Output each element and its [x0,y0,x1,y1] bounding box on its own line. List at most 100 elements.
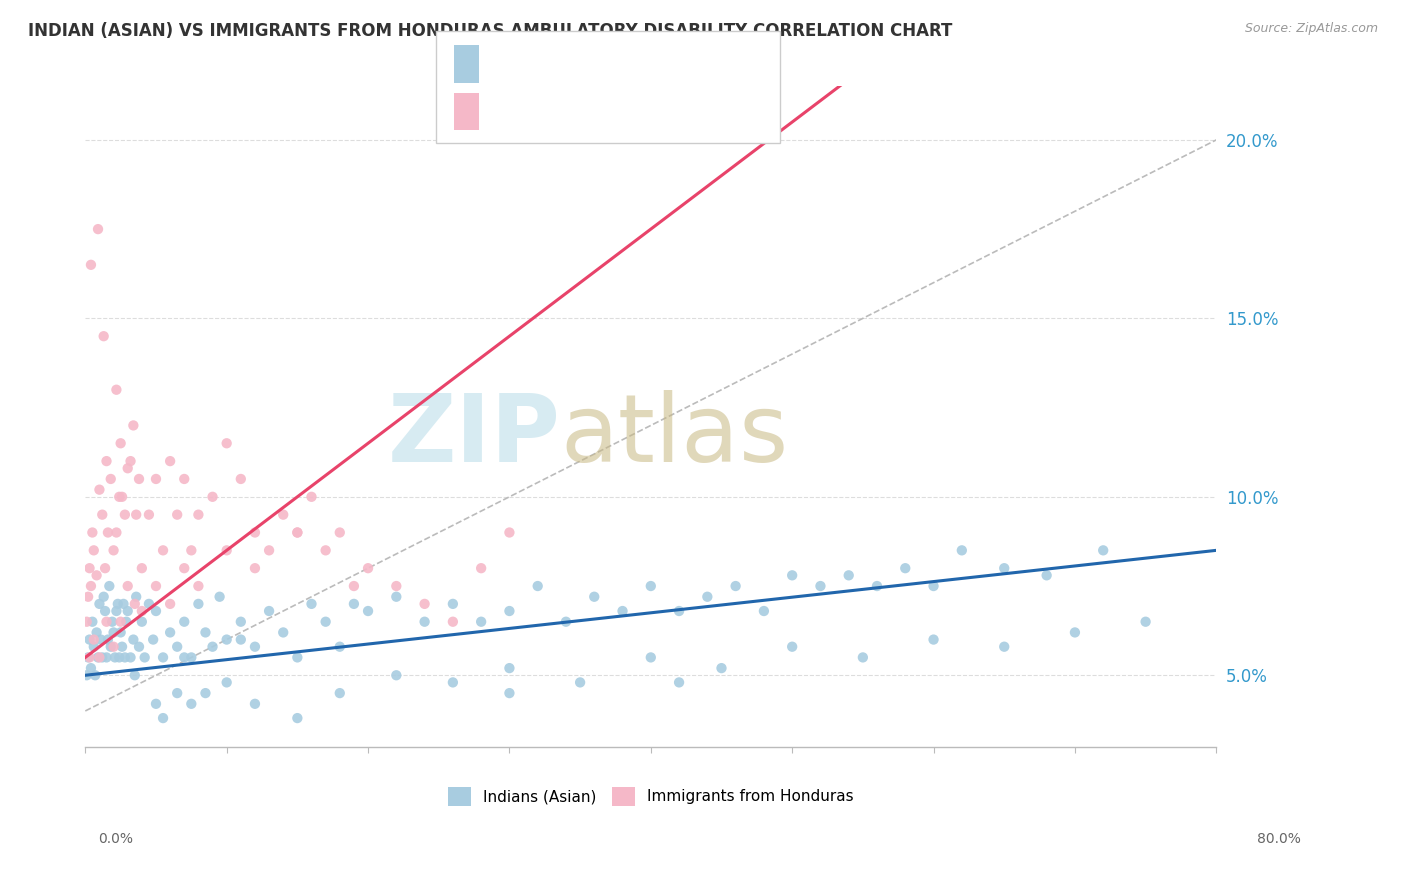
Point [1092,543,1115,558]
Point [780,568,803,582]
Point [117,579,139,593]
Point [385,590,408,604]
Point [201,490,224,504]
Text: 80.0%: 80.0% [1257,832,1301,846]
Point [752,604,775,618]
Text: N = 110: N = 110 [633,38,713,57]
Point [271,508,294,522]
Point [76,615,98,629]
Point [142,632,165,647]
Point [145,472,167,486]
Point [105,383,128,397]
Point [1135,615,1157,629]
Point [97,525,120,540]
Point [96,454,118,468]
Point [441,675,464,690]
Point [86,625,108,640]
Point [104,650,127,665]
Point [413,615,436,629]
Point [201,640,224,654]
Point [124,668,146,682]
Text: Source: ZipAtlas.com: Source: ZipAtlas.com [1244,22,1378,36]
Point [138,508,160,522]
Point [173,472,195,486]
Point [780,640,803,654]
Point [93,590,115,604]
Text: N = 70: N = 70 [633,87,700,105]
Point [357,604,380,618]
Point [96,615,118,629]
Point [173,650,195,665]
Point [668,675,690,690]
Point [166,640,188,654]
Point [194,686,217,700]
Point [329,640,352,654]
Point [128,472,150,486]
Point [569,675,592,690]
Point [194,625,217,640]
Point [159,625,181,640]
Point [111,490,134,504]
Point [103,543,125,558]
Point [82,615,104,629]
Point [110,615,132,629]
Point [114,508,136,522]
Point [89,650,111,665]
Point [173,615,195,629]
Point [166,686,188,700]
Point [125,508,148,522]
Point [612,604,634,618]
Text: ZIP: ZIP [388,391,561,483]
Point [696,590,718,604]
Point [103,625,125,640]
Point [86,568,108,582]
Point [82,525,104,540]
Point [583,590,606,604]
Point [724,579,747,593]
Point [215,543,238,558]
Point [152,543,174,558]
Point [243,640,266,654]
Point [80,661,103,675]
Point [159,597,181,611]
Point [98,579,121,593]
Point [555,615,578,629]
Point [83,632,105,647]
Point [329,525,352,540]
Point [84,668,107,682]
Point [187,597,209,611]
Point [922,579,945,593]
Point [101,615,124,629]
Point [159,454,181,468]
Point [710,661,733,675]
Point [80,579,103,593]
Point [105,604,128,618]
Text: INDIAN (ASIAN) VS IMMIGRANTS FROM HONDURAS AMBULATORY DISABILITY CORRELATION CHA: INDIAN (ASIAN) VS IMMIGRANTS FROM HONDUR… [28,22,952,40]
Point [208,590,231,604]
Point [413,597,436,611]
Point [125,590,148,604]
Point [343,597,366,611]
Point [97,632,120,647]
Point [93,329,115,343]
Point [229,615,252,629]
Point [83,640,105,654]
Point [285,525,308,540]
Point [87,222,110,236]
Point [470,561,492,575]
Point [343,579,366,593]
Point [89,483,111,497]
Point [76,668,98,682]
Point [145,697,167,711]
Point [103,640,125,654]
Point [640,579,662,593]
Point [243,697,266,711]
Point [124,597,146,611]
Point [852,650,875,665]
Point [173,561,195,575]
Point [91,650,114,665]
Point [90,632,112,647]
Point [180,697,202,711]
Point [117,461,139,475]
Point [385,579,408,593]
